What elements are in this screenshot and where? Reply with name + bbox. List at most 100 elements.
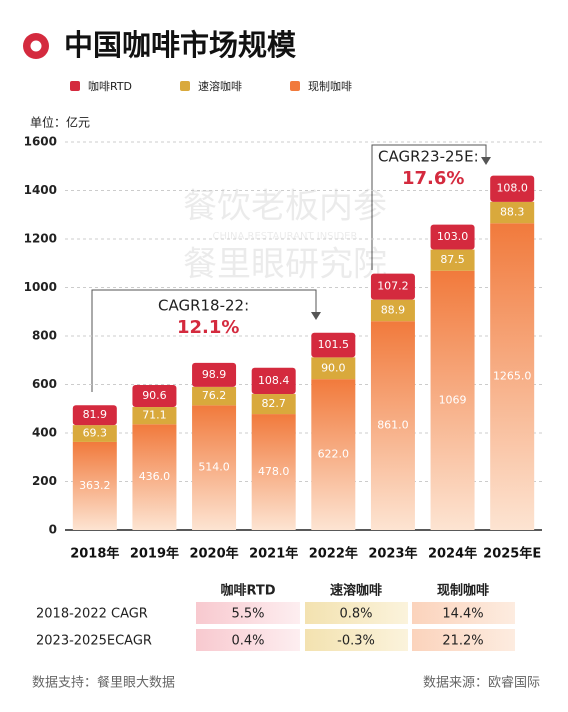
table-cell-bg — [412, 629, 515, 651]
table-cell-bg — [196, 629, 300, 651]
bar-segment — [251, 414, 296, 530]
bracket — [91, 289, 317, 392]
y-tick-label: 200 — [32, 474, 57, 488]
x-tick-label: 2025年E — [483, 546, 541, 562]
data-label: 622.0 — [318, 448, 350, 461]
data-label: 436.0 — [139, 470, 171, 483]
legend-swatch — [290, 81, 300, 91]
data-label: 87.5 — [440, 253, 465, 266]
bar-segment — [72, 441, 117, 530]
annotation-value: 12.1% — [177, 317, 239, 338]
legend-label: 咖啡RTD — [88, 79, 132, 93]
bar-segment — [370, 299, 415, 322]
bar-segment — [430, 224, 475, 250]
y-tick-label: 1600 — [24, 135, 57, 149]
legend-swatch — [180, 81, 190, 91]
data-label: 108.0 — [496, 182, 528, 195]
bar-segment — [192, 386, 237, 406]
table-cell-bg — [305, 602, 408, 624]
bar-segment — [251, 394, 296, 415]
y-tick-label: 400 — [32, 426, 57, 440]
y-tick-label: 800 — [32, 329, 57, 343]
y-tick-label: 1200 — [24, 232, 57, 246]
table-cell: 21.2% — [442, 634, 483, 649]
legend-label: 速溶咖啡 — [198, 79, 242, 93]
table-cell: 14.4% — [442, 607, 483, 622]
bar-segment — [132, 407, 177, 425]
bar-segment — [490, 175, 535, 202]
title-icon-hole — [30, 40, 42, 52]
watermark: 餐里眼研究院 — [183, 245, 387, 285]
annotation: CAGR18-22: — [158, 297, 249, 315]
y-tick-label: 600 — [32, 377, 57, 391]
data-label: 1069 — [439, 393, 467, 406]
bar-segment — [72, 405, 117, 426]
bar-segment — [311, 332, 356, 358]
data-label: 107.2 — [377, 280, 409, 293]
bar-segment — [132, 385, 177, 408]
table-cell: 0.4% — [231, 634, 264, 649]
bar-segment — [430, 270, 475, 530]
table-row-label: 2018-2022 CAGR — [36, 607, 148, 622]
bar-segment — [132, 424, 177, 530]
table-cell-bg — [196, 602, 300, 624]
data-label: 90.6 — [142, 389, 167, 402]
x-tick-label: 2020年 — [189, 546, 238, 562]
y-tick-label: 0 — [49, 523, 57, 537]
arrow — [481, 157, 491, 165]
bar-segment — [490, 223, 535, 531]
annotation-value: 17.6% — [402, 168, 464, 189]
x-tick-label: 2024年 — [428, 546, 477, 562]
data-label: 88.3 — [500, 206, 525, 219]
table-cell-bg — [412, 602, 515, 624]
data-label: 98.9 — [202, 368, 227, 381]
bar-segment — [311, 357, 356, 380]
data-label: 82.7 — [261, 397, 286, 410]
bracket — [371, 144, 487, 270]
bar-segment — [370, 273, 415, 300]
legend-label: 现制咖啡 — [308, 79, 352, 93]
footer-left: 数据支持：餐里眼大数据 — [32, 675, 175, 691]
table-cell: 5.5% — [231, 607, 264, 622]
y-tick-label: 1000 — [24, 280, 57, 294]
data-label: 101.5 — [318, 338, 350, 351]
x-tick-label: 2019年 — [130, 546, 179, 562]
bar-segment — [192, 405, 237, 530]
table-cell-bg — [305, 629, 408, 651]
data-label: 514.0 — [198, 461, 230, 474]
x-tick-label: 2022年 — [309, 546, 358, 562]
table-header: 现制咖啡 — [437, 583, 489, 599]
data-label: 478.0 — [258, 465, 290, 478]
data-label: 861.0 — [377, 419, 409, 432]
x-tick-label: 2021年 — [249, 546, 298, 562]
x-tick-label: 2023年 — [368, 546, 417, 562]
bar-segment — [430, 249, 475, 271]
table-row-label: 2023-2025ECAGR — [36, 634, 152, 649]
footer-right: 数据来源：欧睿国际 — [423, 676, 540, 691]
y-tick-label: 1400 — [24, 183, 57, 197]
arrow — [311, 312, 321, 320]
bar-segment — [72, 425, 117, 442]
data-label: 90.0 — [321, 361, 346, 374]
table-cell: -0.3% — [337, 634, 375, 649]
data-label: 103.0 — [437, 230, 469, 243]
chart-title: 中国咖啡市场规模 — [64, 28, 297, 62]
bar-segment — [490, 201, 535, 224]
bar-segment — [192, 362, 237, 387]
x-tick-label: 2018年 — [70, 546, 119, 562]
data-label: 363.2 — [79, 479, 111, 492]
bar-segment — [251, 367, 296, 395]
unit-label: 单位：亿元 — [30, 115, 90, 130]
data-label: 1265.0 — [493, 370, 532, 383]
legend-swatch — [70, 81, 80, 91]
watermark: CHINA RESTAURANT INSIDER — [213, 231, 358, 242]
bar-segment — [370, 321, 415, 530]
bar-segment — [311, 379, 356, 530]
data-label: 88.9 — [381, 303, 406, 316]
data-label: 69.3 — [83, 427, 108, 440]
data-label: 81.9 — [83, 408, 108, 421]
data-label: 76.2 — [202, 389, 227, 402]
watermark: 餐饮老板内参 — [183, 187, 387, 227]
annotation: CAGR23-25E: — [378, 148, 479, 166]
